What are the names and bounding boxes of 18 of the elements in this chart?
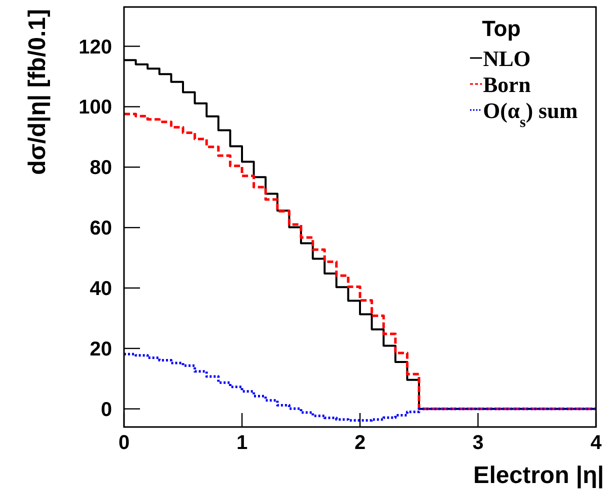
y-tick-label: 80	[90, 157, 112, 180]
y-tick-label: 100	[78, 96, 112, 119]
legend-label: Born	[483, 72, 531, 97]
legend-label: NLO	[483, 46, 531, 71]
x-tick-label: 4	[590, 432, 602, 454]
x-tick-label: 0	[118, 432, 130, 454]
x-tick-label: 3	[472, 432, 484, 454]
y-tick-label: 120	[78, 36, 112, 58]
y-tick-label: 60	[90, 218, 112, 240]
x-tick-label: 1	[236, 432, 248, 454]
y-tick-label: 0	[100, 398, 112, 421]
y-axis-title: dσ/d|η| [fb/0.1]	[24, 9, 51, 175]
legend-title: Top	[482, 16, 521, 41]
x-axis-title: Electron |η|	[473, 462, 604, 489]
x-tick-label: 2	[354, 432, 366, 454]
legend-label: O(α$_{s}$) sum	[483, 98, 578, 130]
y-tick-label: 20	[90, 338, 112, 360]
y-tick-label: 40	[90, 278, 112, 300]
